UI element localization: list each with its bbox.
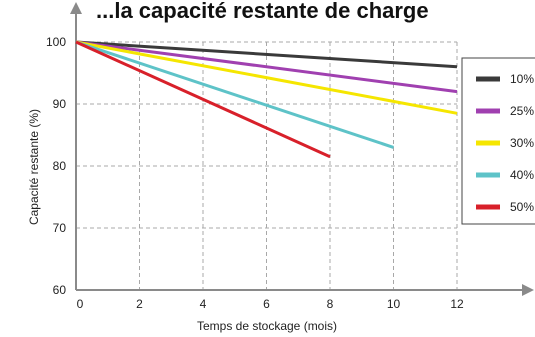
series-line-4 <box>75 40 394 149</box>
series-line-5 <box>75 40 331 159</box>
x-tick-label: 10 <box>387 297 401 311</box>
x-tick-label: 0 <box>77 297 84 311</box>
legend-label-1: 10% <box>510 72 534 86</box>
chart-title: ...la capacité restante de charge <box>96 0 429 23</box>
legend-label-5: 50% <box>510 200 534 214</box>
legend: 10% 25% 30% 40% 50% <box>461 57 535 225</box>
grid <box>76 41 458 290</box>
x-tick-labels: 0 2 4 6 8 10 12 <box>77 297 464 311</box>
x-axis-label: Temps de stockage (mois) <box>197 319 337 333</box>
x-tick-label: 4 <box>200 297 207 311</box>
legend-label-2: 25% <box>510 104 534 118</box>
y-tick-labels: 60 70 80 90 100 <box>46 35 66 297</box>
series-line-3 <box>75 40 458 115</box>
legend-label-4: 40% <box>510 168 534 182</box>
series-lines <box>75 40 458 159</box>
y-axis-arrow <box>70 2 82 14</box>
x-tick-label: 2 <box>136 297 143 311</box>
x-axis-arrow <box>522 284 534 296</box>
series-line-2 <box>75 40 458 94</box>
x-tick-label: 12 <box>450 297 464 311</box>
y-tick-label: 70 <box>53 221 67 235</box>
x-tick-label: 6 <box>263 297 270 311</box>
legend-label-3: 30% <box>510 136 534 150</box>
y-axis-label: Capacité restante (%) <box>27 109 41 225</box>
y-tick-label: 60 <box>53 283 67 297</box>
y-tick-label: 80 <box>53 159 67 173</box>
series-line-1 <box>75 40 458 69</box>
x-tick-label: 8 <box>327 297 334 311</box>
y-tick-label: 100 <box>46 35 66 49</box>
y-tick-label: 90 <box>53 97 67 111</box>
